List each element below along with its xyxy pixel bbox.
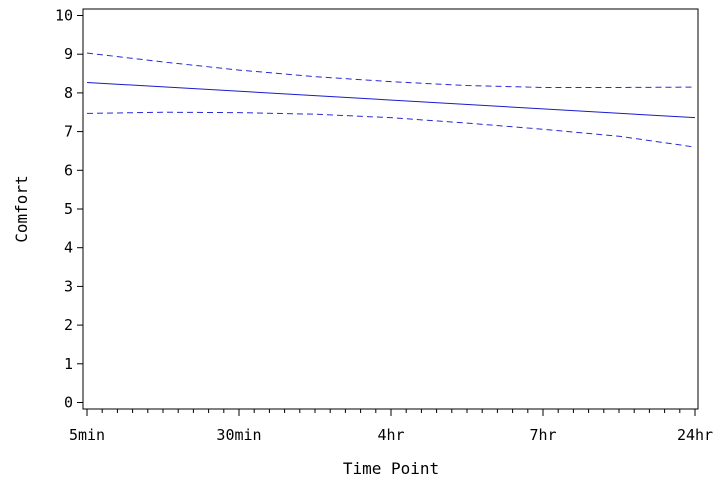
series-line-lower-bound: [86, 111, 696, 148]
plot-area-frame: [82, 8, 699, 410]
x-axis-title: Time Point: [343, 459, 439, 478]
y-tick-label: 8: [64, 84, 73, 102]
y-tick-label: 9: [64, 45, 73, 63]
x-axis: 5min 30min 4hr 7hr 24hr: [69, 409, 713, 444]
y-tick-label: 4: [64, 239, 73, 257]
x-tick-label: 5min: [69, 426, 105, 444]
series-line-upper-bound: [86, 52, 696, 88]
y-tick-label: 1: [64, 355, 73, 373]
series-layer: [86, 52, 696, 148]
y-tick-label: 10: [55, 7, 73, 25]
y-tick-label: 6: [64, 161, 73, 179]
y-axis-title: Comfort: [12, 175, 31, 242]
series-line-estimate: [86, 81, 696, 119]
y-axis: 0 1 2 3 4 5 6 7 8 9 10: [55, 7, 83, 412]
x-tick-label: 4hr: [377, 426, 404, 444]
x-tick-label: 7hr: [529, 426, 556, 444]
x-tick-label: 24hr: [677, 426, 713, 444]
y-tick-label: 5: [64, 200, 73, 218]
y-tick-label: 2: [64, 316, 73, 334]
y-tick-label: 3: [64, 277, 73, 295]
y-tick-label: 7: [64, 123, 73, 141]
x-tick-label: 30min: [216, 426, 261, 444]
y-tick-label: 0: [64, 394, 73, 412]
